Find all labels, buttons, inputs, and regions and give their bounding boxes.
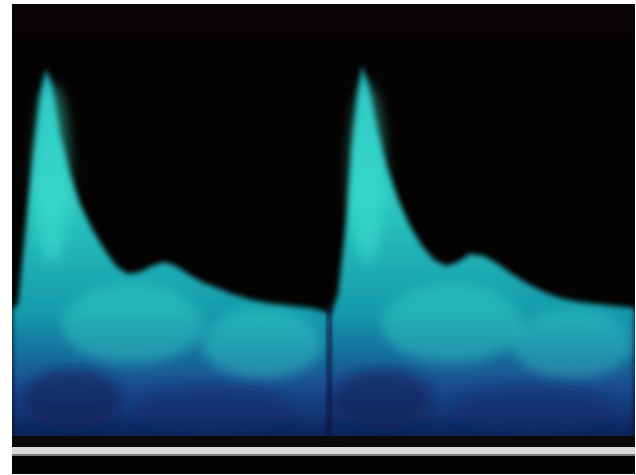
doppler-spectrum: [12, 4, 635, 474]
background-noise-top: [12, 4, 635, 34]
cycle-separator: [326, 304, 332, 444]
baseline-shadow: [12, 454, 635, 456]
bright-spectral-band: [34, 84, 632, 379]
spectral-window-shading: [22, 369, 612, 434]
baseline-line: [12, 447, 635, 454]
baseline-band-dark: [12, 436, 635, 446]
bottom-black-band: [12, 456, 635, 474]
doppler-display: [12, 4, 635, 474]
